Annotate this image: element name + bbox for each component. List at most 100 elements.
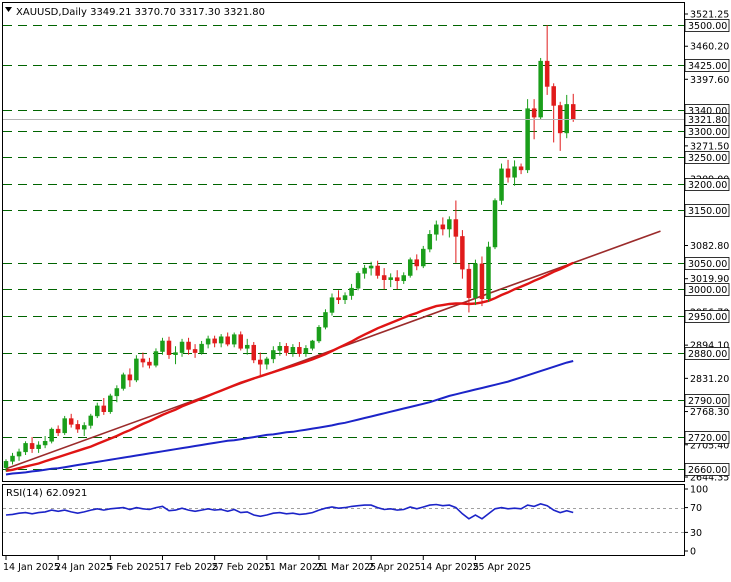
level-label: 2720.00	[688, 433, 727, 444]
level-label: 3300.00	[688, 127, 727, 138]
candle-body	[81, 425, 87, 430]
candle	[231, 332, 237, 348]
candle	[499, 163, 504, 205]
candle-body	[212, 338, 217, 344]
rsi-tick-label: 70	[690, 503, 702, 514]
candle	[166, 336, 172, 359]
candle	[179, 338, 185, 357]
candle-body	[284, 345, 289, 353]
candle	[10, 452, 15, 465]
candle-body	[62, 418, 67, 434]
candle-body	[29, 443, 35, 449]
candle	[284, 343, 289, 356]
candle	[127, 368, 133, 387]
candle-body	[134, 358, 139, 381]
price-tick-label: 3521.25	[690, 10, 729, 21]
current-price: 3321.80	[3, 113, 730, 126]
candle	[310, 339, 315, 351]
candle	[479, 256, 485, 307]
candle-body	[140, 358, 146, 363]
time-tick-label: 14 Jan 2025	[3, 562, 60, 573]
candle	[453, 200, 459, 263]
candle-body	[505, 168, 511, 178]
candle-body	[310, 340, 315, 349]
candle	[258, 352, 263, 376]
candle	[355, 271, 361, 291]
candle	[75, 420, 80, 433]
candle-body	[3, 461, 9, 468]
level-label: 3250.00	[688, 153, 727, 164]
candle-body	[303, 348, 309, 354]
candle	[544, 25, 550, 95]
candle	[114, 385, 120, 403]
price-tick-label: 3397.60	[690, 75, 729, 86]
candle-body	[42, 441, 48, 446]
candle	[212, 335, 217, 348]
rsi-tick-label: 100	[690, 485, 708, 496]
candle-body	[479, 263, 485, 299]
level-label: 3500.00	[688, 21, 727, 32]
price-axis: 3521.253460.203397.603335.003271.503209.…	[684, 10, 729, 484]
candle-body	[88, 415, 94, 426]
collapse-triangle-icon[interactable]	[5, 7, 12, 12]
time-tick-label: 24 Jan 2025	[55, 562, 112, 573]
candle-body	[179, 341, 185, 353]
price-tick-label: 2644.35	[690, 473, 729, 484]
candle	[238, 331, 243, 351]
candle	[134, 355, 139, 383]
level-tag	[684, 178, 730, 191]
candle-body	[10, 455, 15, 462]
candle	[525, 99, 530, 174]
candle	[349, 283, 354, 300]
candle	[29, 437, 35, 453]
candle	[381, 268, 387, 290]
candle	[140, 352, 146, 368]
candle-body	[499, 168, 504, 201]
candle-body	[36, 444, 41, 449]
candle	[460, 230, 465, 279]
candle	[375, 260, 380, 279]
rsi-indicator: 100 70 30 0	[3, 485, 708, 558]
candle-body	[329, 297, 335, 313]
candle-body	[166, 340, 172, 355]
candle-body	[381, 275, 387, 280]
time-tick-label: 25 Apr 2025	[472, 562, 531, 573]
candle	[336, 290, 341, 305]
candle-body	[421, 248, 426, 267]
candle-body	[68, 418, 74, 425]
candle-body	[544, 60, 550, 87]
candle	[329, 293, 335, 316]
candle-body	[49, 428, 54, 442]
candle-body	[186, 341, 191, 350]
candle	[55, 425, 61, 437]
candle-body	[518, 166, 524, 171]
candle	[342, 292, 348, 305]
level-tag	[684, 59, 730, 72]
candle-body	[147, 361, 152, 366]
candle	[538, 57, 543, 120]
candle-body	[205, 338, 211, 345]
rsi-line	[5, 503, 574, 520]
level-label: 3425.00	[688, 61, 727, 72]
candle	[173, 346, 178, 365]
ohlc-values: 3349.21 3370.70 3317.30 3321.80	[90, 7, 265, 18]
candle-body	[434, 224, 439, 235]
time-tick-label: 17 Feb 2025	[159, 562, 218, 573]
candle-body	[440, 224, 446, 230]
candle-body	[264, 358, 270, 365]
candle	[388, 273, 393, 288]
candle-body	[277, 345, 283, 351]
candle	[407, 257, 413, 278]
level-tag	[684, 19, 730, 32]
candle-body	[447, 219, 452, 230]
candle	[16, 448, 22, 461]
candle-body	[531, 108, 537, 118]
candle	[368, 261, 374, 276]
candle	[473, 259, 478, 306]
candle-body	[244, 344, 250, 349]
candle	[512, 160, 517, 186]
time-tick-label: 14 Apr 2025	[420, 562, 479, 573]
candle-body	[368, 265, 374, 269]
time-tick-label: 21 Mar 2025	[316, 562, 376, 573]
